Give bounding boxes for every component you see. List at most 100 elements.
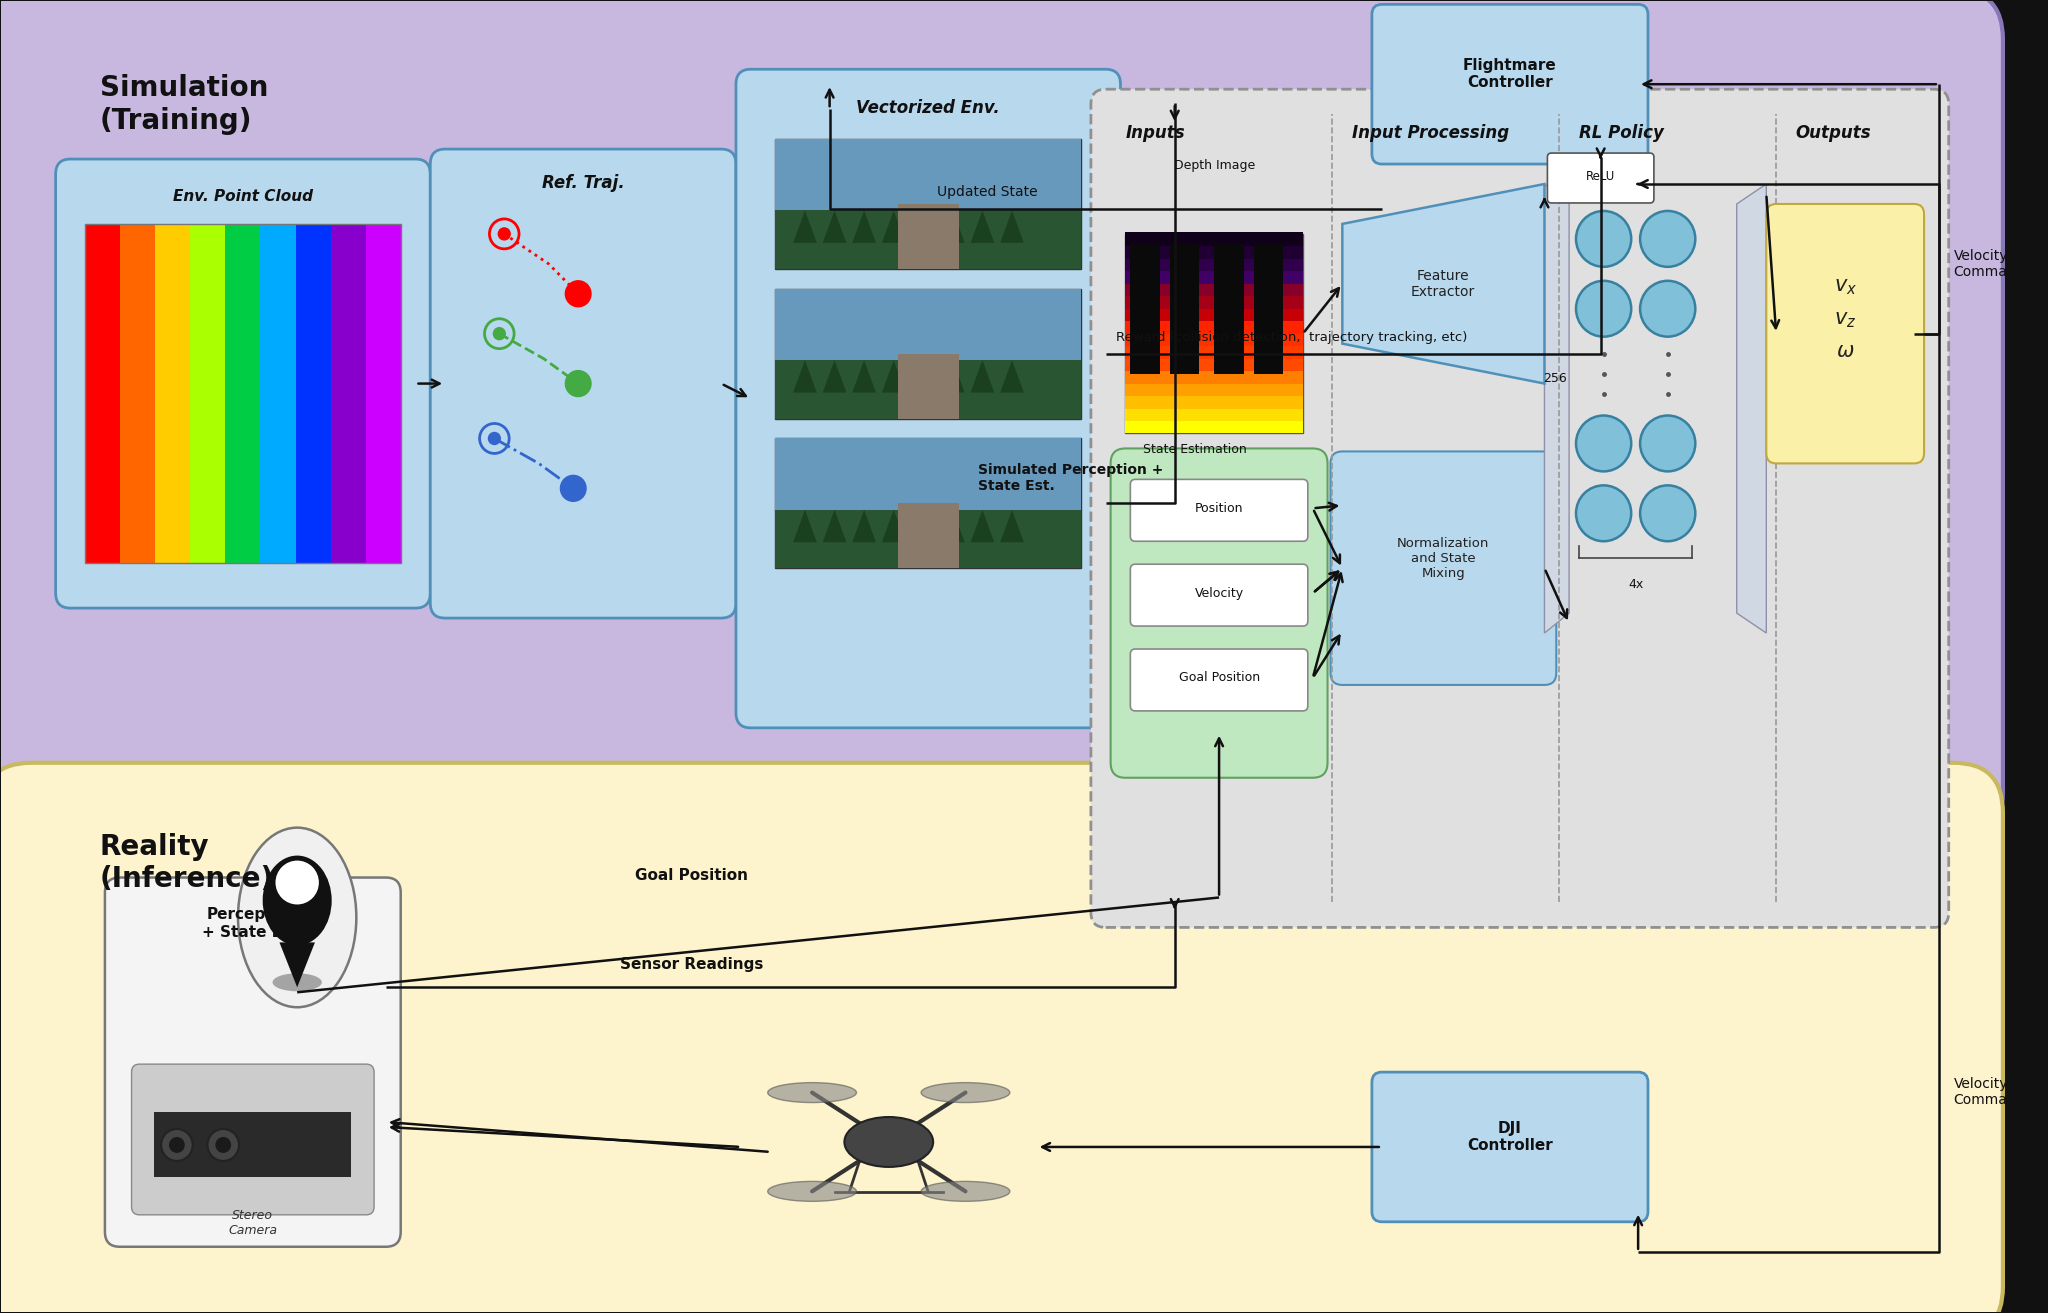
Polygon shape [999, 360, 1024, 393]
Polygon shape [911, 360, 936, 393]
Bar [1126, 394, 1303, 408]
Text: ReLU: ReLU [1585, 169, 1616, 183]
Circle shape [561, 475, 586, 502]
Text: Vectorized Env.: Vectorized Env. [856, 100, 999, 117]
Bar [776, 439, 1081, 509]
Ellipse shape [768, 1182, 856, 1201]
Text: Outputs: Outputs [1796, 125, 1872, 142]
Circle shape [170, 1137, 184, 1153]
Ellipse shape [262, 856, 332, 945]
Bar [1126, 369, 1303, 383]
Bar [776, 360, 1081, 419]
Text: Depth Image: Depth Image [1174, 159, 1255, 172]
FancyBboxPatch shape [1331, 452, 1556, 685]
Polygon shape [1737, 184, 1765, 633]
FancyBboxPatch shape [1548, 154, 1655, 204]
FancyBboxPatch shape [1372, 1073, 1649, 1222]
Polygon shape [367, 225, 401, 563]
Polygon shape [86, 225, 121, 563]
Bar [86, 225, 401, 563]
FancyBboxPatch shape [735, 70, 1120, 727]
Text: Perception
+ State Est.: Perception + State Est. [203, 907, 303, 940]
FancyBboxPatch shape [1130, 565, 1309, 626]
Bar [776, 289, 1081, 360]
Bar [1169, 244, 1200, 374]
Circle shape [498, 228, 510, 240]
Polygon shape [911, 509, 936, 542]
Text: 256: 256 [1544, 372, 1567, 385]
Bar [897, 503, 958, 569]
Text: Sensor Readings: Sensor Readings [621, 957, 764, 973]
Polygon shape [852, 210, 877, 243]
Bar [776, 210, 1081, 269]
Polygon shape [911, 210, 936, 243]
Polygon shape [1341, 184, 1544, 383]
Text: Flightmare
Controller: Flightmare Controller [1462, 58, 1556, 91]
Polygon shape [793, 360, 817, 393]
Polygon shape [999, 509, 1024, 542]
FancyBboxPatch shape [55, 159, 430, 608]
Polygon shape [971, 360, 993, 393]
Polygon shape [330, 225, 367, 563]
Circle shape [494, 328, 506, 340]
Polygon shape [793, 210, 817, 243]
Bar [1126, 232, 1303, 247]
FancyBboxPatch shape [131, 1064, 375, 1215]
Ellipse shape [922, 1083, 1010, 1103]
FancyBboxPatch shape [1372, 4, 1649, 164]
FancyBboxPatch shape [0, 0, 2003, 843]
Text: Updated State: Updated State [938, 185, 1038, 200]
Polygon shape [823, 210, 846, 243]
Bar [86, 225, 401, 563]
Polygon shape [295, 225, 330, 563]
Polygon shape [823, 360, 846, 393]
Text: Reward (collision detection,  trajectory tracking, etc): Reward (collision detection, trajectory … [1116, 331, 1466, 344]
Text: Env. Point Cloud: Env. Point Cloud [172, 189, 313, 204]
Ellipse shape [272, 973, 322, 991]
FancyBboxPatch shape [1765, 204, 1923, 463]
Bar [1126, 257, 1303, 272]
Bar [776, 139, 1081, 210]
Text: Normalization
and State
Mixing: Normalization and State Mixing [1397, 537, 1489, 580]
Polygon shape [940, 360, 965, 393]
FancyBboxPatch shape [1110, 449, 1327, 777]
Bar [1126, 244, 1303, 259]
Text: Input Processing: Input Processing [1352, 125, 1509, 142]
Bar [1126, 269, 1303, 284]
Polygon shape [852, 509, 877, 542]
Circle shape [1577, 211, 1630, 267]
Bar [1126, 407, 1303, 421]
Bar [776, 289, 1081, 419]
Circle shape [276, 860, 319, 905]
Polygon shape [156, 225, 190, 563]
Text: State Estimation: State Estimation [1143, 444, 1247, 457]
Polygon shape [260, 225, 295, 563]
Polygon shape [940, 509, 965, 542]
Polygon shape [999, 210, 1024, 243]
Polygon shape [823, 509, 846, 542]
Polygon shape [883, 509, 905, 542]
Text: RL Policy: RL Policy [1579, 125, 1663, 142]
Bar [776, 439, 1081, 569]
Text: Reality
(Inference): Reality (Inference) [100, 832, 274, 893]
Circle shape [1640, 415, 1696, 471]
FancyBboxPatch shape [0, 763, 2003, 1313]
Text: Goal Position: Goal Position [1178, 671, 1260, 684]
Polygon shape [940, 210, 965, 243]
FancyBboxPatch shape [104, 877, 401, 1247]
Bar [1126, 419, 1303, 433]
Bar [1126, 319, 1303, 334]
Circle shape [1640, 211, 1696, 267]
Polygon shape [225, 225, 260, 563]
Bar [1126, 344, 1303, 358]
FancyBboxPatch shape [430, 150, 735, 618]
FancyBboxPatch shape [1092, 89, 1950, 927]
Circle shape [565, 281, 592, 307]
Text: DJI
Controller: DJI Controller [1466, 1121, 1552, 1153]
Bar [1126, 282, 1303, 297]
Ellipse shape [238, 827, 356, 1007]
Polygon shape [883, 360, 905, 393]
Text: Velocity
Commands: Velocity Commands [1954, 248, 2032, 278]
Text: Feature
Extractor: Feature Extractor [1411, 269, 1475, 299]
Ellipse shape [844, 1117, 934, 1167]
